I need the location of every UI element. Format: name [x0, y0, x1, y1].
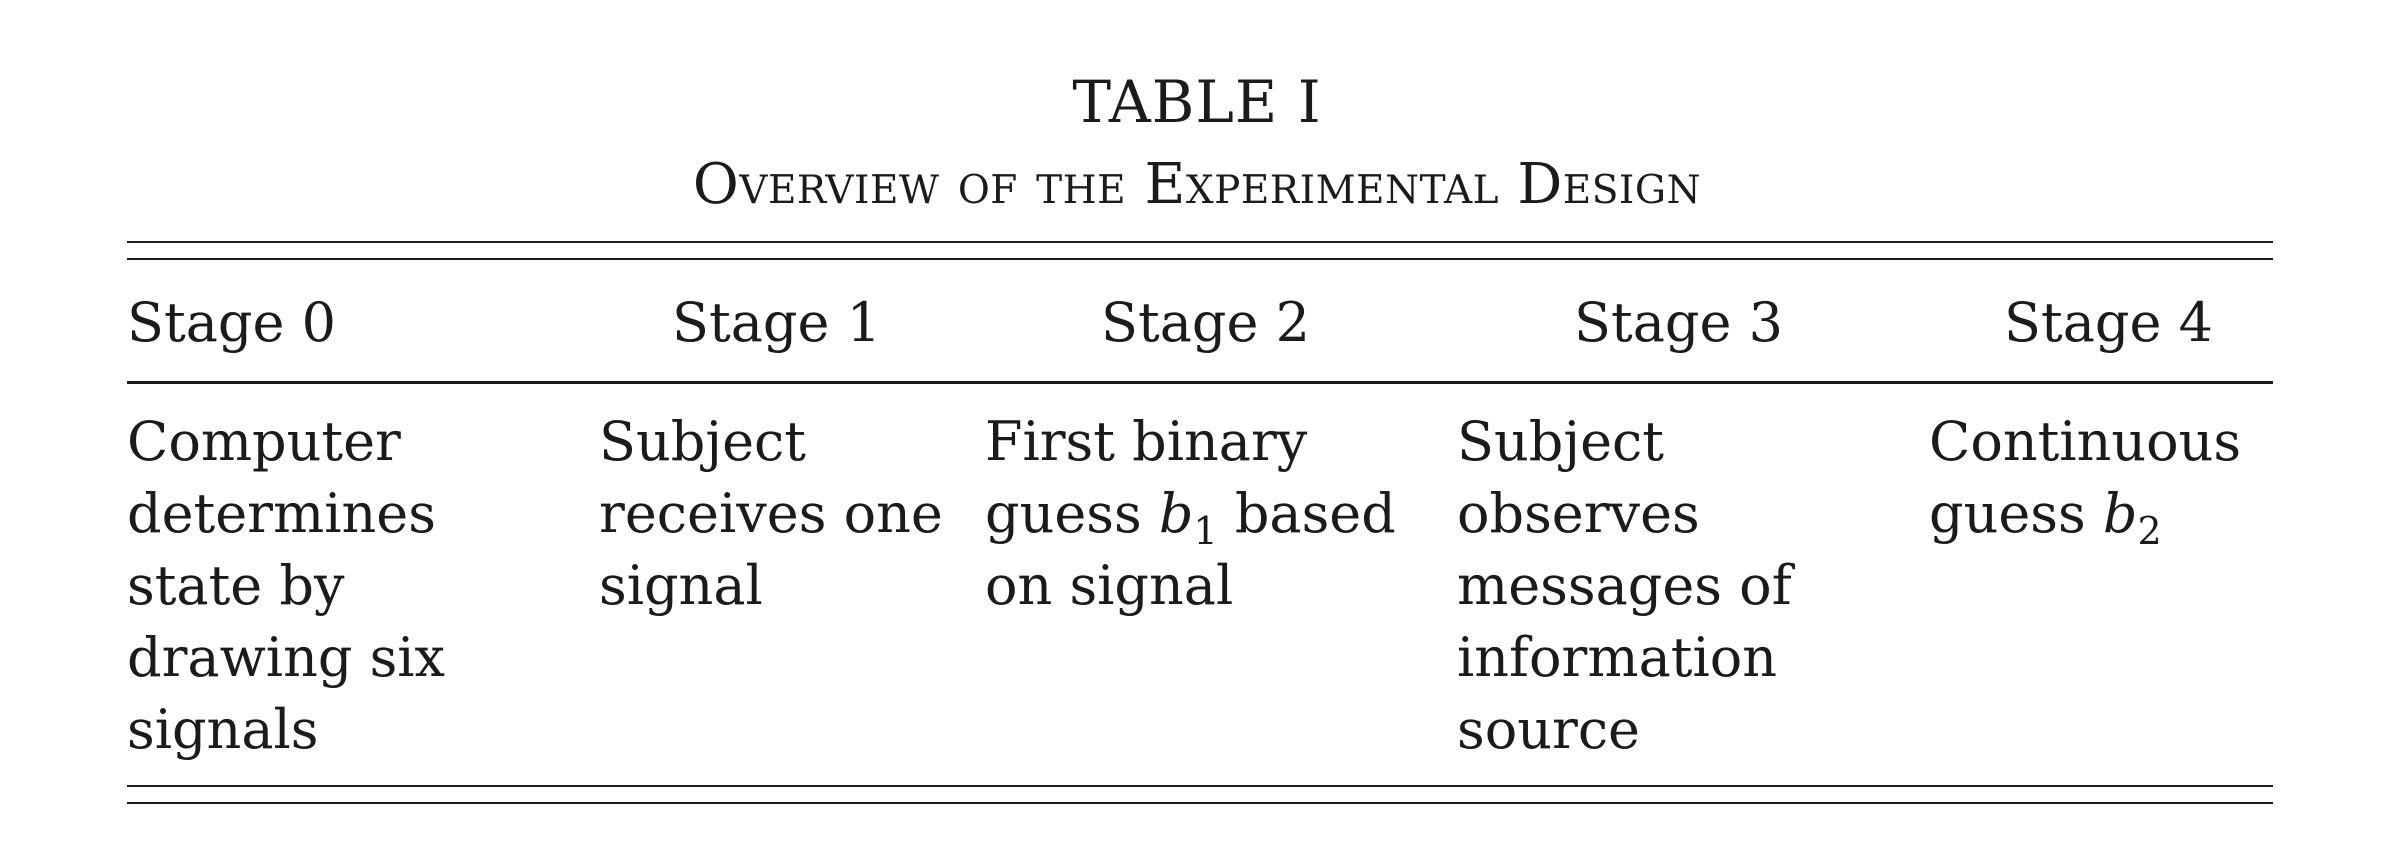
top-rule-1 — [127, 241, 2273, 243]
header-stage-3: Stage 3 — [1574, 291, 1783, 354]
top-rule-2 — [127, 258, 2273, 260]
header-stage-0: Stage 0 — [127, 291, 336, 354]
cell-line: determines — [127, 482, 436, 545]
cell-line: guess b1 based — [985, 478, 1425, 550]
bottom-rule-2 — [127, 802, 2273, 804]
header-stage-2: Stage 2 — [1101, 291, 1310, 354]
bottom-rule-1 — [127, 785, 2273, 787]
cell-line: signals — [127, 698, 319, 761]
table-subtitle: Overview of the Experimental Design — [692, 152, 1702, 217]
cell-line: observes — [1457, 482, 1700, 545]
cell-line: state by — [127, 554, 345, 617]
cell-line: messages of — [1457, 554, 1792, 617]
math-subscript: 2 — [2137, 509, 2162, 553]
cell-line: drawing six — [127, 626, 446, 689]
cell-line: Computer — [127, 410, 401, 473]
cell-line: information — [1457, 626, 1778, 689]
header-stage-1: Stage 1 — [672, 291, 881, 354]
cell-line: Subject — [599, 410, 806, 473]
header-stage-4: Stage 4 — [2004, 291, 2213, 354]
cell-stage-4: Continuous guess b2 — [1929, 406, 2289, 550]
math-variable: b — [1158, 482, 1194, 545]
cell-line: on signal — [985, 554, 1234, 617]
math-subscript: 1 — [1193, 509, 1218, 553]
cell-line: signal — [599, 554, 763, 617]
cell-stage-1: Subject receives one signal — [599, 406, 959, 622]
header-rule — [127, 381, 2273, 384]
cell-line: Subject — [1457, 410, 1664, 473]
math-variable: b — [2102, 482, 2138, 545]
cell-text: guess — [985, 482, 1159, 545]
cell-line: First binary — [985, 410, 1308, 473]
cell-line: source — [1457, 698, 1641, 761]
cell-line: Continuous — [1929, 410, 2242, 473]
cell-stage-0: Computer determines state by drawing six… — [127, 406, 567, 766]
cell-line: receives one — [599, 482, 943, 545]
cell-line: guess b2 — [1929, 478, 2289, 550]
cell-text: guess — [1929, 482, 2103, 545]
table-title: TABLE I — [1072, 68, 1322, 136]
cell-text: based — [1217, 482, 1396, 545]
cell-stage-2: First binary guess b1 based on signal — [985, 406, 1425, 622]
cell-stage-3: Subject observes messages of information… — [1457, 406, 1877, 766]
